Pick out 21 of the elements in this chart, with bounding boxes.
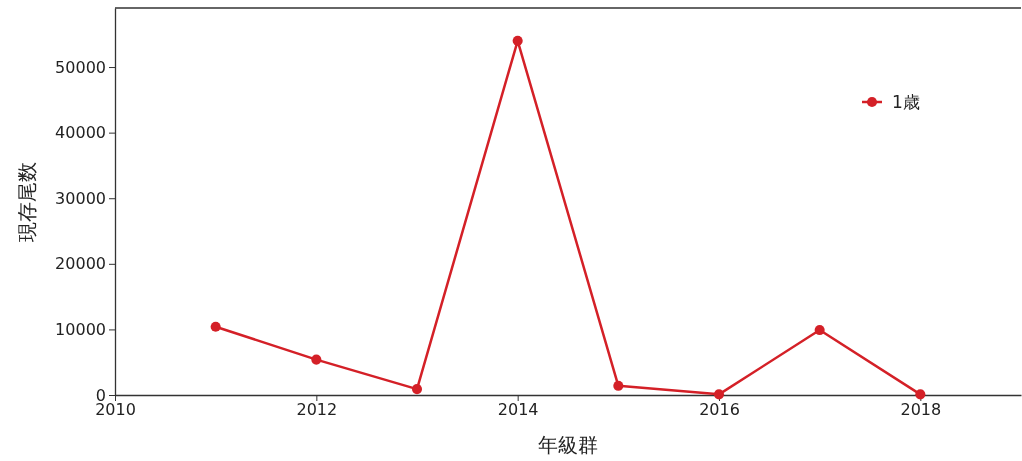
x-tick-label: 2010 <box>95 400 136 420</box>
point <box>411 384 423 395</box>
y-tick-label: 20000 <box>55 254 106 274</box>
x-tick-label: 2012 <box>296 400 338 420</box>
legend-label: 1歳 <box>892 91 920 112</box>
x-axis-title: 年級群 <box>538 433 598 457</box>
x-tick-label: 2018 <box>900 400 942 420</box>
y-tick-label: 40000 <box>55 123 106 143</box>
point <box>814 325 825 336</box>
point <box>512 35 523 46</box>
y-axis-title: 現存尾数 <box>15 161 39 242</box>
point <box>613 380 624 391</box>
y-tick-label: 10000 <box>55 320 106 340</box>
point <box>210 321 221 332</box>
x-tick-label: 2014 <box>497 400 539 420</box>
x-tick-label: 2016 <box>699 400 740 420</box>
y-tick-label: 30000 <box>55 188 106 208</box>
y-tick-label: 50000 <box>55 57 106 77</box>
point <box>311 354 322 365</box>
point <box>713 389 725 400</box>
point <box>915 389 926 400</box>
